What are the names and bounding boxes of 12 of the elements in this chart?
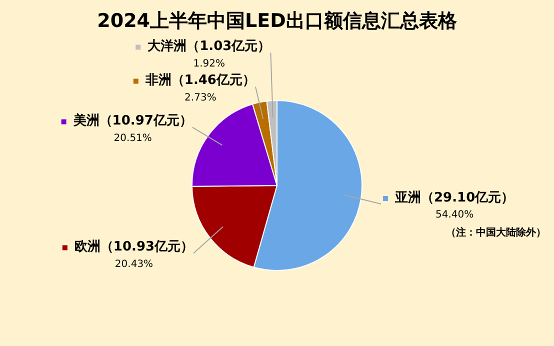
data-label: 20.43%: [114, 258, 154, 270]
data-label: 1.92%: [193, 58, 226, 70]
data-label: 20.51%: [114, 132, 152, 144]
chart-title: 2024上半年中国LED出口额信息汇总表格: [96, 9, 458, 34]
legend-label: 非洲（1.46亿元）: [144, 73, 256, 88]
legend-label: 美洲（10.97亿元）: [72, 112, 192, 129]
legend-label: 欧洲（10.93亿元）: [74, 240, 194, 255]
text: （注：中国大陆除外）: [446, 226, 546, 239]
legend-label: 大洋洲（1.03亿元）: [148, 39, 271, 54]
legend-label: 亚洲（29.10亿元）: [394, 190, 514, 206]
data-label: 54.40%: [435, 210, 474, 221]
data-label: 2.73%: [184, 92, 216, 104]
